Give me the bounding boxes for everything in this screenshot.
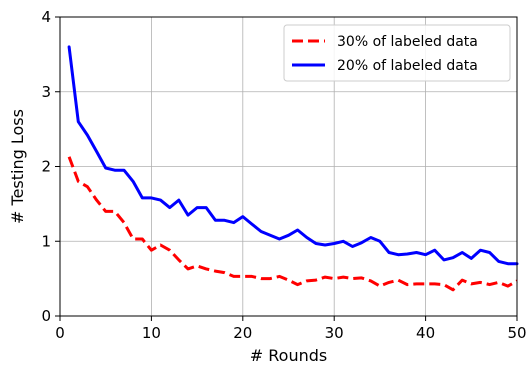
legend-label-20pct: 20% of labeled data [337,58,478,74]
x-tick-label: 50 [507,324,526,342]
y-tick-label: 1 [41,232,51,250]
axis-ticks: 0 10 20 30 40 50 0 1 2 3 4 [41,8,526,342]
legend: 30% of labeled data 20% of labeled data [283,24,511,82]
y-tick-label: 2 [41,158,51,176]
x-tick-label: 20 [233,324,252,342]
y-tick-label: 0 [41,307,51,325]
x-tick-label: 30 [325,324,344,342]
series-line-30pct [67,156,518,292]
y-tick-label: 3 [41,83,51,101]
x-tick-label: 10 [142,324,161,342]
x-tick-label: 40 [416,324,435,342]
x-axis-title: # Rounds [250,346,327,365]
series-lines [67,45,519,292]
legend-box [283,24,511,82]
x-tick-label: 0 [55,324,65,342]
y-tick-label: 4 [41,8,51,26]
legend-label-30pct: 30% of labeled data [337,34,478,50]
series-line-20pct [67,45,519,266]
y-axis-title: # Testing Loss [8,109,27,224]
